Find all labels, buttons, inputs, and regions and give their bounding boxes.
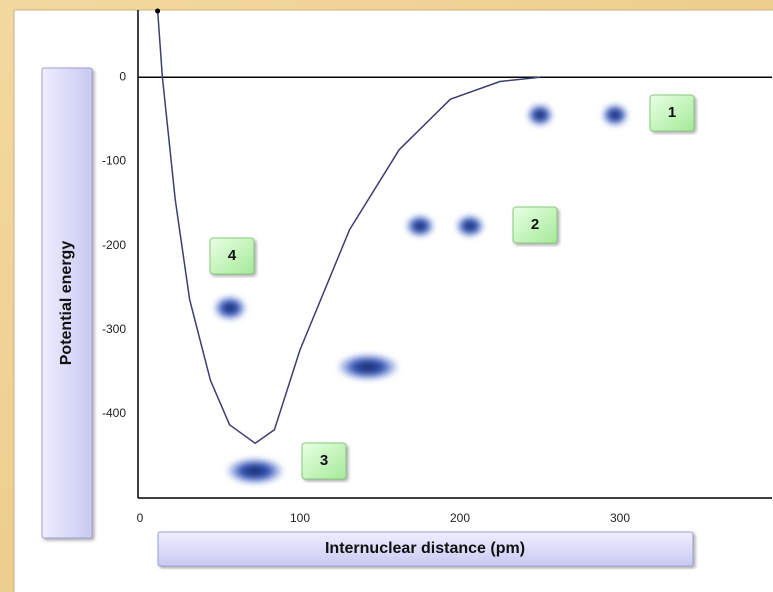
curve-start-dot <box>155 8 161 14</box>
annotation-box <box>209 237 255 275</box>
annotations: 1 2 3 4 <box>209 94 695 480</box>
y-tick-label: -400 <box>102 406 126 420</box>
annotation: 1 <box>668 104 676 121</box>
x-axis-title: Internuclear distance (pm) <box>325 540 525 557</box>
annotation: 3 <box>320 452 328 469</box>
panel <box>13 9 773 592</box>
annotation-box <box>649 94 695 132</box>
y-tick-label: -200 <box>102 238 126 252</box>
y-tick-label: -100 <box>102 154 126 168</box>
atoms <box>214 104 628 484</box>
annotation-box <box>301 442 347 480</box>
x-tick-label: 300 <box>610 511 630 525</box>
y-tick-label: -300 <box>102 322 126 336</box>
x-tick-label: 100 <box>290 511 310 525</box>
x-title-box <box>157 531 694 567</box>
y-title-box <box>41 67 93 539</box>
y-axis-title: Potential energy <box>58 241 75 366</box>
y-tick-label: 0 <box>119 69 126 83</box>
curve <box>156 9 541 445</box>
annotation-box <box>512 206 558 244</box>
annotation: 4 <box>228 247 237 264</box>
annotation: 2 <box>531 216 539 233</box>
x-tick-label: 200 <box>450 511 470 525</box>
x-tick-label: 0 <box>137 511 144 525</box>
